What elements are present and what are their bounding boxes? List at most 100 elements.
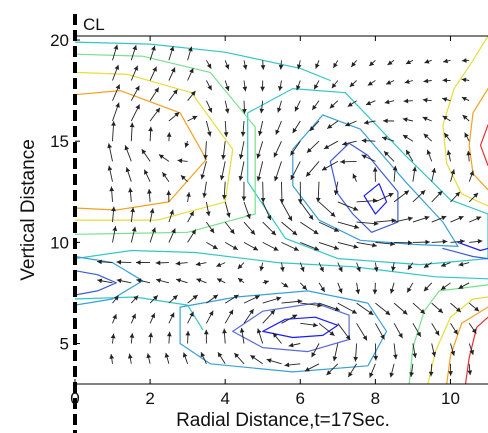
velocity-arrow-182	[125, 167, 132, 182]
velocity-arrow-188	[241, 181, 247, 202]
velocity-arrow-275	[365, 100, 376, 106]
velocity-arrow-84	[155, 278, 170, 284]
velocity-arrow-211	[290, 161, 301, 181]
velocity-arrow-143	[149, 208, 155, 223]
velocity-arrow-32	[311, 343, 320, 358]
velocity-arrow-64	[168, 294, 178, 304]
velocity-arrow-83	[136, 278, 151, 284]
velocity-arrow-112	[318, 262, 324, 273]
velocity-arrow-246	[205, 120, 212, 137]
velocity-arrow-234	[342, 140, 357, 146]
velocity-arrow-193	[333, 181, 339, 196]
velocity-arrow-55	[375, 323, 385, 340]
velocity-arrow-202	[124, 145, 132, 162]
velocity-arrow-177	[412, 189, 426, 203]
velocity-arrow-288	[242, 80, 248, 92]
velocity-arrow-232	[306, 140, 320, 154]
velocity-arrow-108	[237, 262, 245, 270]
velocity-arrow-123	[149, 227, 156, 243]
velocity-arrow-59	[450, 323, 459, 335]
velocity-arrow-152	[318, 221, 340, 232]
velocity-arrow-196	[392, 165, 398, 182]
velocity-arrow-291	[296, 80, 301, 91]
velocity-arrow-72	[318, 302, 340, 312]
velocity-arrow-273	[329, 100, 339, 109]
velocity-arrow-139	[450, 239, 465, 244]
velocity-arrow-201	[107, 143, 113, 162]
velocity-arrow-243	[149, 107, 161, 122]
velocity-arrow-80	[468, 302, 480, 312]
velocity-arrow-90	[281, 282, 289, 288]
velocity-arrow-15	[369, 363, 376, 378]
velocity-arrow-260	[462, 114, 470, 122]
velocity-arrow-121	[112, 226, 118, 243]
velocity-arrow-296	[385, 80, 395, 85]
velocity-arrow-251	[292, 120, 301, 134]
velocity-arrow-91	[299, 282, 308, 291]
velocity-arrow-208	[238, 161, 245, 181]
velocity-arrow-203	[141, 148, 151, 162]
velocity-arrow-113	[337, 262, 343, 273]
velocity-arrow-42	[130, 313, 136, 324]
x-tick-label-4: 4	[220, 389, 229, 408]
velocity-arrow-297	[404, 79, 414, 84]
velocity-arrow-105	[175, 261, 188, 266]
velocity-arrow-142	[130, 207, 135, 223]
velocity-arrow-314	[350, 60, 357, 68]
velocity-arrow-14	[347, 363, 357, 378]
velocity-arrow-151	[300, 221, 319, 235]
velocity-arrow-156	[393, 216, 413, 223]
y-tick-label-20: 20	[50, 31, 69, 50]
velocity-arrow-85	[175, 278, 188, 284]
velocity-arrow-54	[356, 323, 368, 341]
velocity-arrow-49	[262, 309, 276, 324]
contour-line-24	[464, 316, 488, 384]
velocity-arrow-6	[200, 352, 207, 364]
velocity-arrow-50	[281, 314, 298, 324]
velocity-arrow-122	[130, 226, 137, 243]
velocity-arrow-267	[224, 100, 230, 114]
velocity-arrow-124	[168, 228, 176, 243]
velocity-arrow-253	[326, 120, 339, 129]
y-tick-label-5: 5	[60, 335, 69, 354]
velocity-arrow-75	[375, 302, 391, 316]
velocity-arrow-101	[97, 259, 113, 265]
velocity-arrow-37	[412, 343, 417, 358]
velocity-arrow-154	[356, 221, 379, 226]
velocity-arrow-81	[97, 278, 113, 284]
contour-line-20	[479, 124, 488, 167]
velocity-arrow-173	[337, 201, 359, 211]
contour-line-8	[75, 89, 207, 211]
velocity-arrow-40	[468, 343, 474, 355]
velocity-arrow-191	[297, 181, 303, 204]
contour-line-10	[75, 53, 256, 235]
contour-line-12	[75, 249, 488, 280]
velocity-arrow-230	[273, 141, 282, 158]
velocity-arrow-130	[281, 241, 299, 251]
velocity-arrow-114	[356, 262, 361, 273]
velocity-arrow-218	[426, 149, 433, 162]
contour-line-4	[363, 183, 388, 215]
velocity-arrow-12	[304, 363, 320, 372]
velocity-arrow-239	[443, 132, 451, 142]
velocity-arrow-153	[337, 221, 360, 229]
velocity-arrow-63	[149, 295, 159, 304]
velocity-arrow-236	[381, 136, 395, 142]
velocity-arrow-255	[363, 120, 376, 125]
vector-layer	[97, 44, 483, 378]
velocity-arrow-290	[278, 80, 283, 91]
velocity-arrow-88	[237, 277, 245, 284]
velocity-arrow-229	[256, 141, 264, 159]
velocity-arrow-240	[464, 132, 470, 142]
velocity-arrow-60	[468, 323, 477, 334]
velocity-arrow-45	[187, 311, 194, 324]
velocity-arrow-31	[288, 342, 301, 348]
velocity-arrow-71	[300, 302, 323, 308]
velocity-arrow-292	[313, 80, 320, 90]
velocity-arrow-190	[279, 181, 285, 204]
velocity-arrow-222	[129, 122, 135, 142]
velocity-arrow-69	[262, 296, 282, 304]
velocity-arrow-185	[180, 174, 188, 183]
velocity-arrow-300	[461, 77, 470, 83]
velocity-arrow-301	[112, 44, 119, 61]
